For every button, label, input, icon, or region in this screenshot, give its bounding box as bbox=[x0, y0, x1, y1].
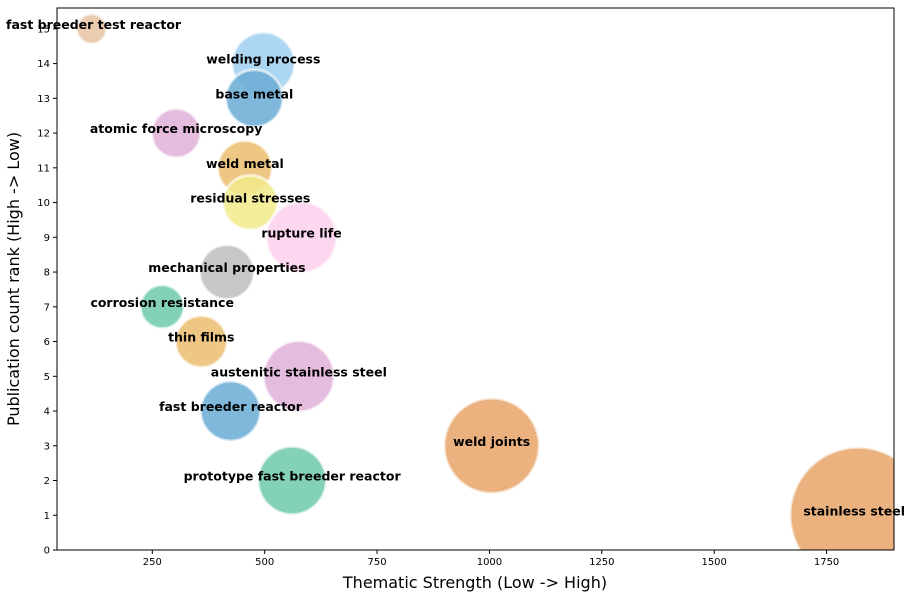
x-tick-label: 250 bbox=[143, 557, 162, 568]
bubble bbox=[224, 68, 285, 129]
bubble-label: mechanical properties bbox=[148, 260, 305, 275]
y-tick-label: 7 bbox=[44, 302, 50, 313]
bubble bbox=[788, 445, 894, 550]
bubble-label: fast breeder reactor bbox=[159, 399, 303, 414]
bubble bbox=[150, 107, 203, 160]
y-tick-label: 11 bbox=[37, 163, 50, 174]
y-tick-label: 10 bbox=[37, 198, 50, 209]
x-tick-label: 1500 bbox=[701, 557, 726, 568]
bubble bbox=[442, 396, 541, 495]
bubble-label: stainless steel bbox=[803, 503, 905, 518]
bubble-label: welding process bbox=[206, 52, 320, 67]
y-tick-label: 12 bbox=[37, 129, 50, 140]
bubble bbox=[75, 12, 109, 46]
bubble-label: weld joints bbox=[453, 434, 530, 449]
bubble-label: fast breeder test reactor bbox=[6, 17, 182, 32]
bubble bbox=[198, 243, 256, 301]
y-tick-label: 9 bbox=[44, 233, 50, 244]
x-tick-label: 750 bbox=[368, 557, 387, 568]
bubble-label: prototype fast breeder reactor bbox=[184, 469, 402, 484]
plot-frame bbox=[56, 7, 895, 551]
x-tick-label: 1250 bbox=[589, 557, 614, 568]
x-tick-label: 500 bbox=[255, 557, 274, 568]
bubble-label: base metal bbox=[215, 86, 293, 101]
y-tick-label: 14 bbox=[37, 59, 50, 70]
x-axis: 250 500 750 1000 1250 1500 1750 bbox=[143, 550, 839, 568]
y-tick-label: 15 bbox=[37, 24, 50, 35]
y-tick-label: 2 bbox=[44, 476, 50, 487]
y-tick-label: 8 bbox=[44, 268, 50, 279]
bubble bbox=[221, 173, 279, 232]
bubble-label: residual stresses bbox=[190, 191, 310, 206]
bubble bbox=[138, 283, 186, 331]
bubble-label: austenitic stainless steel bbox=[211, 364, 387, 379]
bubble bbox=[173, 314, 229, 369]
y-tick-label: 13 bbox=[37, 94, 50, 105]
x-tick-label: 1000 bbox=[477, 557, 502, 568]
y-tick-label: 5 bbox=[44, 372, 50, 383]
bubble-label: thin films bbox=[168, 330, 234, 345]
bubble-label: rupture life bbox=[261, 225, 341, 240]
bubble bbox=[261, 339, 336, 414]
x-tick-label: 1750 bbox=[814, 557, 839, 568]
bubble-label-layer: fast breeder test reactor welding process… bbox=[6, 17, 905, 518]
y-tick-label: 3 bbox=[44, 441, 50, 452]
y-tick-label: 4 bbox=[44, 407, 50, 418]
y-tick-label: 6 bbox=[44, 337, 50, 348]
y-tick-label: 0 bbox=[44, 546, 50, 557]
bubble bbox=[199, 379, 262, 443]
bubble-label: atomic force microscopy bbox=[90, 121, 263, 136]
y-tick-label: 1 bbox=[44, 511, 50, 522]
bubble-layer bbox=[75, 12, 894, 550]
y-axis-title: Publication count rank (High -> Low) bbox=[4, 132, 23, 426]
bubble bbox=[264, 200, 339, 275]
bubble bbox=[256, 445, 328, 517]
x-axis-title: Thematic Strength (Low -> High) bbox=[342, 573, 607, 592]
bubble-label: weld metal bbox=[206, 156, 284, 171]
bubble-label: corrosion resistance bbox=[90, 295, 233, 310]
